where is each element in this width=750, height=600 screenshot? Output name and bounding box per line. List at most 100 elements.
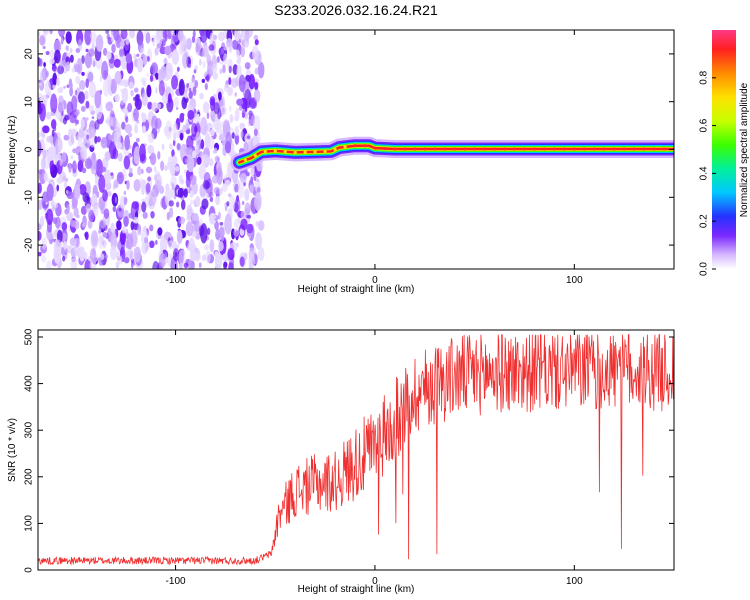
spectrogram-noise-blob [237,181,245,199]
spectrogram-noise-blob [199,223,208,244]
spectrogram-noise-blob [239,122,246,130]
spectrogram-noise-blob [146,73,150,77]
spectrogram-noise-blob [104,151,111,161]
spectrogram-noise-blob [59,158,63,166]
spectrogram-noise-blob [38,251,42,257]
spectrogram-noise-blob [234,92,238,97]
spectrogram-noise-blob [39,103,46,122]
spectrogram-noise-blob [174,96,179,108]
spectrogram-noise-blob [62,175,67,181]
spectrogram-noise-blob [124,123,133,134]
spectrogram-noise-blob [161,143,165,151]
spectrogram-noise-blob [58,86,64,94]
spectrogram-noise-blob [164,165,168,172]
spectrogram-noise-blob [70,134,75,144]
spectrogram-noise-blob [111,43,116,54]
spectrogram-noise-blob [42,125,50,134]
spectrogram-noise-blob [77,39,83,52]
spectrogram-noise-blob [106,50,112,60]
spectrogram-noise-blob [234,30,241,42]
spectrogram-noise-blob [254,81,259,91]
spectrogram-noise-blob [209,239,215,253]
spectrogram-noise-blob [94,174,100,187]
spectrogram-noise-blob [227,248,235,261]
spectrogram-track-dot [353,144,357,148]
spectrogram-noise-blob [59,59,63,68]
spectrogram-noise-blob [227,86,233,97]
spectrogram-noise-blob [166,62,174,79]
spectrogram-noise-blob [198,262,202,268]
spectrogram-noise-blob [56,177,63,184]
spectrogram-noise-blob [112,205,117,213]
spectrogram-noise-blob [211,214,216,220]
spectrogram-noise-blob [199,30,205,36]
spectrogram-noise-blob [246,135,251,140]
spectrogram-noise-blob [228,46,232,52]
spectrogram-noise-blob [147,101,153,110]
spectrogram-noise-blob [70,128,77,136]
spectrogram-noise-blob [128,212,135,219]
spectrogram-noise-blob [182,52,189,69]
spectrogram-noise-blob [215,195,220,206]
spectrogram-track-dot [482,147,487,151]
spectrogram-noise-blob [135,137,140,143]
spectrogram-noise-blob [244,62,251,70]
spectrogram-noise-blob [174,165,180,172]
spectrogram-noise-blob [52,84,56,90]
spectrogram-noise-blob [253,88,261,103]
spectrogram-noise-blob [87,127,95,135]
spectrogram-noise-blob [236,98,244,106]
spectrogram-noise-blob [89,248,96,263]
spectrogram-noise-blob [213,34,218,40]
spectrogram-noise-blob [133,179,141,192]
spectrogram-noise-blob [229,114,234,124]
spectrogram-noise-blob [216,56,220,64]
spectrogram-noise-blob [119,41,125,48]
spectrogram-noise-blob [128,167,133,174]
spectrogram-noise-blob [76,214,80,219]
spectrogram-noise-blob [178,43,185,56]
colorbar-tick-label: 0.8 [699,70,710,84]
spectrogram-noise-blob [205,192,209,199]
spectrogram-noise-blob [80,205,87,216]
spectrogram-noise-blob [187,63,191,69]
spectrogram-noise-blob [84,90,89,100]
spectrogram-noise-blob [96,191,100,198]
spectrogram-noise-blob [165,120,173,140]
spectrogram-noise-blob [219,68,223,74]
spectrogram-noise-blob [184,94,188,99]
spectrogram-noise-blob [181,199,186,211]
spectrogram-y-label: Frequency (Hz) [7,116,18,185]
spectrogram-track-dot [453,147,457,151]
spectrogram-noise-blob [45,201,48,205]
spectrogram-noise-blob [125,37,130,46]
spectrogram-noise-blob [112,148,119,160]
spectrogram-noise-blob [149,240,155,249]
colorbar-gradient [712,30,736,269]
spectrogram-noise-blob [85,78,90,89]
spectrogram-noise-blob [39,35,46,46]
spectrogram-noise-blob [248,73,256,90]
spectrogram-track-dot [393,147,397,151]
spectrogram-noise-blob [53,69,57,73]
spectrogram-track-dot [423,147,427,151]
spectrogram-track-dot [592,147,596,151]
spectrogram-noise-blob [123,190,127,195]
spectrogram-noise-blob [85,143,90,149]
spectrogram-noise-blob [106,115,113,128]
spectrogram-noise-blob [179,178,185,185]
spectrogram-noise-blob [186,204,193,221]
spectrogram-noise-blob [191,122,197,138]
snr-y-tick-label: 300 [24,421,35,438]
spectrogram-noise-blob [185,176,191,188]
spectrogram-noise-blob [202,179,210,190]
spectrogram-noise-blob [188,81,195,89]
spectrogram-noise-blob [211,63,218,73]
spectrogram-noise-blob [228,105,232,112]
spectrogram-noise-blob [170,187,175,198]
spectrogram-noise-blob [137,165,142,176]
spectrogram-noise-blob [257,246,265,262]
spectrogram-track-dot [293,150,297,154]
spectrogram-x-tick-label: 0 [372,275,378,286]
